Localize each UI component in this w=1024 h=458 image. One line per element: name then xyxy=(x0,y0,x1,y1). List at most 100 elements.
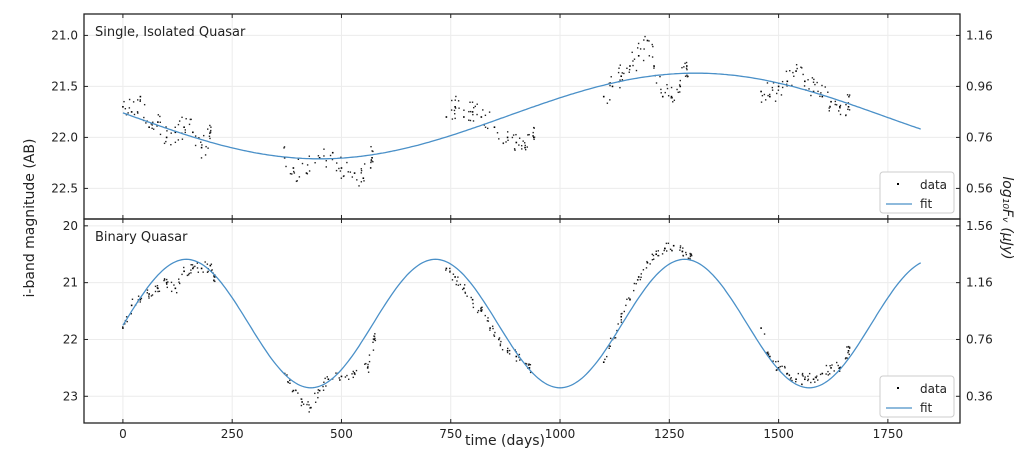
data-point xyxy=(493,334,495,336)
data-point xyxy=(637,42,640,45)
data-point xyxy=(506,131,509,133)
data-point xyxy=(489,327,491,329)
data-point xyxy=(196,262,199,264)
data-point xyxy=(609,337,612,340)
data-point xyxy=(498,337,501,339)
data-point xyxy=(767,94,769,97)
data-point xyxy=(685,65,688,67)
data-point xyxy=(449,270,451,272)
data-point xyxy=(819,373,822,376)
data-point xyxy=(302,403,305,405)
data-point xyxy=(609,345,612,347)
data-point xyxy=(308,411,310,413)
data-point xyxy=(372,338,375,340)
data-point xyxy=(838,110,840,112)
data-point xyxy=(802,375,804,377)
data-point xyxy=(533,127,535,129)
data-point xyxy=(514,149,516,151)
data-point xyxy=(820,92,822,94)
data-point xyxy=(810,94,812,97)
data-point xyxy=(165,281,168,284)
data-point xyxy=(649,263,651,265)
data-point xyxy=(322,385,324,388)
data-point xyxy=(200,146,203,149)
data-point xyxy=(326,376,328,378)
data-point xyxy=(789,70,791,72)
data-point xyxy=(783,365,786,368)
data-point xyxy=(308,170,311,172)
data-point xyxy=(669,248,672,250)
data-point xyxy=(513,148,516,150)
data-point xyxy=(637,55,640,57)
data-point xyxy=(358,185,360,187)
data-point xyxy=(372,161,374,163)
data-point xyxy=(335,372,337,374)
data-point xyxy=(824,86,826,88)
data-point xyxy=(655,82,658,84)
data-point xyxy=(202,271,204,273)
data-point xyxy=(667,95,670,97)
data-point xyxy=(213,276,216,278)
data-point xyxy=(346,374,348,377)
data-point xyxy=(847,351,849,354)
data-point xyxy=(646,261,649,264)
data-point xyxy=(124,323,126,325)
data-point xyxy=(192,267,194,270)
data-point xyxy=(293,172,296,174)
data-point xyxy=(207,270,209,273)
data-point xyxy=(801,372,804,375)
data-point xyxy=(483,124,485,126)
data-point xyxy=(151,294,154,296)
right-y-tick-label: 1.16 xyxy=(966,276,993,290)
data-point xyxy=(848,353,850,356)
data-point xyxy=(813,78,815,81)
data-point xyxy=(455,283,457,286)
y-tick-label: 22.0 xyxy=(51,130,78,144)
data-point xyxy=(127,112,129,114)
data-point xyxy=(295,180,298,183)
data-point xyxy=(369,167,372,169)
data-point xyxy=(838,367,840,369)
data-point xyxy=(154,285,157,288)
data-point xyxy=(338,377,340,379)
data-point xyxy=(493,335,496,337)
data-point xyxy=(146,289,149,291)
data-point xyxy=(845,114,847,116)
data-point xyxy=(329,154,332,157)
data-point xyxy=(781,86,784,89)
data-point xyxy=(344,376,347,378)
data-point xyxy=(788,374,791,377)
data-point xyxy=(848,94,851,96)
data-point xyxy=(498,138,500,140)
data-point xyxy=(165,140,167,143)
data-point xyxy=(845,357,847,359)
panel-title: Single, Isolated Quasar xyxy=(95,25,246,40)
data-point xyxy=(790,377,792,379)
data-point xyxy=(372,341,374,343)
data-point xyxy=(209,264,212,267)
data-point xyxy=(651,56,654,58)
data-point xyxy=(301,401,303,403)
data-point xyxy=(640,276,642,278)
data-point xyxy=(487,317,489,319)
data-point xyxy=(779,365,781,368)
data-point xyxy=(197,271,200,273)
data-point xyxy=(370,161,372,164)
data-point xyxy=(679,246,682,249)
data-point xyxy=(486,320,489,322)
data-point xyxy=(645,267,648,269)
data-point xyxy=(183,126,185,129)
data-point xyxy=(518,353,521,356)
data-point xyxy=(651,259,654,261)
data-point xyxy=(174,126,176,128)
data-point xyxy=(130,304,133,307)
data-point xyxy=(343,175,345,177)
data-point xyxy=(803,85,806,87)
data-point xyxy=(170,132,172,134)
data-point xyxy=(469,119,472,122)
data-point xyxy=(626,298,628,301)
data-point xyxy=(174,141,177,144)
data-point xyxy=(360,172,362,174)
data-point xyxy=(455,95,457,98)
